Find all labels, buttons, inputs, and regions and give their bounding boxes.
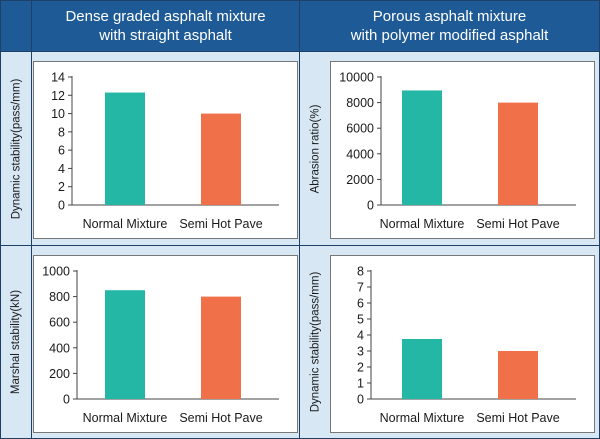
bar-normal-mixture <box>402 90 442 205</box>
chart-svg: 0 2 4 6 8 10 12 14 Normal Mixture Semi Hot Pave <box>51 71 279 231</box>
x-category-label: Normal Mixture <box>83 217 168 231</box>
y-tick-label: 200 <box>49 367 70 381</box>
bar-semi-hot-pave <box>498 351 538 399</box>
y-tick-label: 400 <box>49 341 70 355</box>
y-tick-label: 4 <box>58 162 65 176</box>
y-tick-label: 0 <box>58 199 65 213</box>
bar-normal-mixture <box>402 339 442 399</box>
y-tick-label: 14 <box>51 71 65 85</box>
y-tick-label: 2 <box>58 180 65 194</box>
y-tick-label: 6 <box>357 297 364 311</box>
ylabel-cell: Dynamic stability(pass/mm) <box>1 52 31 245</box>
x-category-label: Normal Mixture <box>83 411 168 425</box>
x-category-label: Normal Mixture <box>380 411 465 425</box>
y-tick-label: 4000 <box>346 147 374 161</box>
y-tick-label: 4 <box>357 329 364 343</box>
y-axis-label: Marshal stability(kN) <box>10 289 23 395</box>
bar-semi-hot-pave <box>201 296 241 399</box>
divider <box>1 51 599 52</box>
column-header-dense: Dense graded asphalt mixture with straig… <box>32 1 299 51</box>
y-axis-label: Dynamic stability(pass/mm) <box>309 271 322 413</box>
y-tick-label: 7 <box>357 281 364 295</box>
y-tick-label: 2000 <box>346 173 374 187</box>
x-category-label: Semi Hot Pave <box>476 411 559 425</box>
x-category-label: Semi Hot Pave <box>179 411 262 425</box>
x-category-label: Semi Hot Pave <box>179 217 262 231</box>
column-title-line1: Porous asphalt mixture <box>372 8 527 25</box>
bar-semi-hot-pave <box>201 113 241 205</box>
divider <box>31 1 32 438</box>
y-tick-label: 600 <box>49 316 70 330</box>
y-tick-label: 6000 <box>346 122 374 136</box>
divider <box>1 245 599 246</box>
y-axis-label: Abrasion ratio(%) <box>309 104 321 193</box>
y-tick-label: 2 <box>357 361 364 375</box>
y-tick-label: 0 <box>357 393 364 407</box>
y-axis-label: Dynamic stability(pass/mm) <box>10 78 23 219</box>
y-tick-label: 8000 <box>346 96 374 110</box>
x-category-label: Semi Hot Pave <box>476 217 559 231</box>
column-title-line2: with straight asphalt <box>99 27 232 44</box>
y-tick-label: 10000 <box>339 71 374 85</box>
y-tick-label: 8 <box>58 125 65 139</box>
y-tick-label: 12 <box>51 89 65 103</box>
y-tick-label: 3 <box>357 345 364 359</box>
ylabel-cell: Abrasion ratio(%) <box>300 52 330 245</box>
chart-svg: 0 1 2 3 4 5 6 7 8 Normal Mixture Semi Hot Pave <box>357 265 576 425</box>
corner-header <box>1 1 31 51</box>
column-title-line1: Dense graded asphalt mixture <box>65 8 266 25</box>
ylabel-cell: Dynamic stability(pass/mm) <box>300 246 330 438</box>
y-tick-label: 1 <box>357 377 364 391</box>
chart-svg: 0 200 400 600 800 1000 Normal Mixture Semi Hot … <box>42 265 279 425</box>
y-tick-label: 0 <box>367 199 374 213</box>
bar-normal-mixture <box>105 290 145 399</box>
ylabel-cell: Marshal stability(kN) <box>1 246 31 438</box>
chart-abrasion-ratio: 0 2000 4000 6000 8000 10000 Normal Mixture Semi… <box>330 61 595 239</box>
chart-dynamic-stability-porous: 0 1 2 3 4 5 6 7 8 Normal Mixture Semi Hot Pave <box>330 255 595 433</box>
y-tick-label: 800 <box>49 290 70 304</box>
y-tick-label: 1000 <box>42 265 70 279</box>
bar-normal-mixture <box>105 92 145 205</box>
chart-marshal-stability: 0 200 400 600 800 1000 Normal Mixture Semi Hot … <box>33 255 298 433</box>
y-tick-label: 6 <box>58 144 65 158</box>
column-title-line2: with polymer modified asphalt <box>350 27 549 44</box>
chart-svg: 0 2000 4000 6000 8000 10000 Normal Mixture Semi… <box>339 71 576 231</box>
y-tick-label: 0 <box>63 393 70 407</box>
bar-semi-hot-pave <box>498 102 538 205</box>
column-header-porous: Porous asphalt mixture with polymer modi… <box>300 1 599 51</box>
divider <box>299 1 300 438</box>
y-tick-label: 8 <box>357 265 364 279</box>
y-tick-label: 10 <box>51 107 65 121</box>
x-category-label: Normal Mixture <box>380 217 465 231</box>
chart-dynamic-stability-dense: 0 2 4 6 8 10 12 14 Normal Mixture Semi Hot Pave <box>33 61 298 239</box>
y-tick-label: 5 <box>357 313 364 327</box>
